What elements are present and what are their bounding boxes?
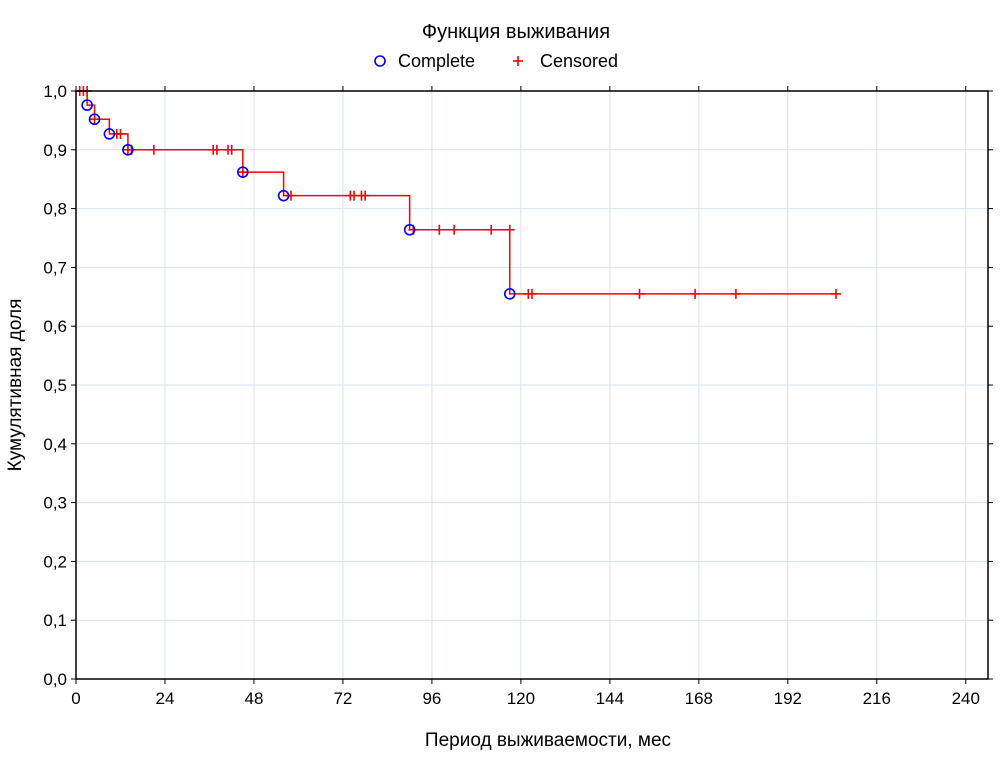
censored-marker [690, 288, 701, 299]
censored-marker [115, 128, 126, 139]
complete-marker [503, 288, 516, 300]
censored-marker [730, 288, 741, 299]
y-tick-label: 0,6 [43, 317, 67, 336]
y-tick-label: 0,2 [43, 552, 67, 571]
x-tick-label: 0 [71, 689, 80, 708]
legend-complete-label: Complete [398, 51, 475, 71]
y-axis-label: Кумулятивная доля [5, 299, 26, 472]
x-tick-label: 168 [685, 689, 713, 708]
grid [76, 91, 988, 679]
y-tick-label: 0,7 [43, 258, 67, 277]
y-tick-label: 0,8 [43, 200, 67, 219]
censored-marker [148, 144, 159, 155]
censored-marker [486, 224, 497, 235]
legend-censored-marker [513, 56, 523, 66]
y-tick-label: 0,3 [43, 494, 67, 513]
censored-marker [237, 167, 248, 178]
x-tick-label: 216 [863, 689, 891, 708]
y-tick-label: 0,5 [43, 376, 67, 395]
censored-marker [226, 144, 237, 155]
event-markers [74, 86, 841, 300]
survival-step-line [76, 90, 836, 295]
complete-marker [277, 189, 290, 202]
y-tick-label: 1,0 [43, 82, 67, 101]
x-axis-label: Период выживаемости, мес [425, 730, 671, 751]
legend: Complete Censored [374, 51, 618, 71]
censored-marker [527, 288, 537, 299]
censored-marker [360, 190, 371, 201]
axis-ticks: 0 24 48 72 96 120 144 168 192 216 240 0,0 0,1 0,2 0,3 0… [43, 82, 993, 708]
x-tick-label: 72 [333, 689, 352, 708]
x-tick-label: 240 [952, 689, 980, 708]
censored-marker [434, 224, 445, 235]
censored-marker [449, 224, 460, 235]
x-tick-label: 120 [507, 689, 535, 708]
censored-marker [504, 224, 515, 235]
censored-marker [831, 288, 841, 299]
survival-series [76, 90, 836, 295]
x-tick-label: 24 [156, 689, 175, 708]
complete-marker [403, 223, 416, 236]
x-tick-label: 48 [244, 689, 263, 708]
legend-censored-label: Censored [540, 51, 618, 71]
x-tick-label: 192 [774, 689, 802, 708]
complete-marker [122, 144, 134, 156]
censored-marker [89, 114, 100, 125]
censored-marker [211, 144, 222, 155]
complete-marker [88, 113, 101, 126]
complete-marker [81, 99, 93, 111]
legend-complete-marker [374, 55, 386, 67]
chart-title: Функция выживания [422, 21, 610, 43]
y-tick-label: 0,1 [43, 611, 67, 630]
complete-marker [103, 128, 116, 140]
y-tick-label: 0,9 [43, 141, 67, 160]
x-tick-label: 96 [422, 689, 441, 708]
censored-marker [286, 190, 297, 201]
plot-area-frame [75, 90, 989, 680]
x-tick-label: 144 [596, 689, 624, 708]
complete-marker [237, 166, 249, 178]
y-tick-label: 0,0 [43, 670, 67, 689]
y-tick-label: 0,4 [43, 435, 67, 454]
censored-marker [634, 288, 645, 299]
